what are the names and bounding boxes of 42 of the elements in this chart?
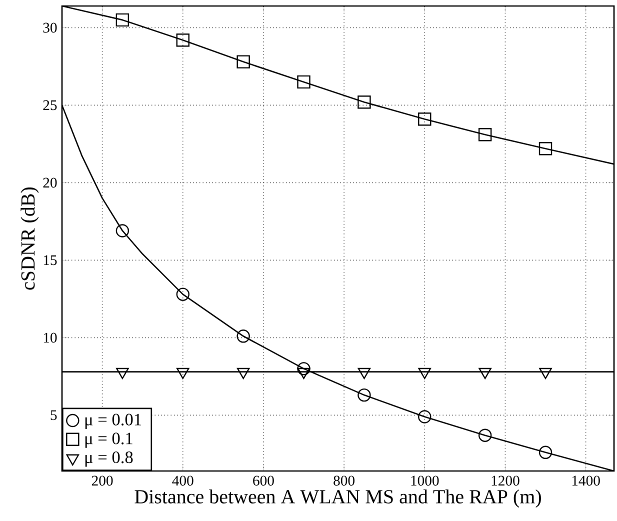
- x-axis-title: Distance between A WLAN MS and The RAP (m): [134, 489, 541, 508]
- y-axis-title: cSDNR (dB): [20, 187, 39, 290]
- point: [478, 368, 492, 380]
- point: [116, 13, 130, 27]
- x-tick-label: 600: [253, 476, 274, 486]
- point: [538, 446, 552, 459]
- point: [358, 388, 371, 402]
- x-tick-label: 1200: [492, 476, 520, 486]
- y-tick-label: 15: [44, 255, 57, 266]
- point: [478, 428, 492, 442]
- x-tick-label: 400: [172, 476, 194, 486]
- point: [116, 224, 130, 238]
- legend-label: μ = 0.01: [85, 414, 142, 429]
- point: [297, 368, 310, 380]
- x-tick-label: 200: [92, 476, 113, 486]
- x-tick-label: 1400: [572, 476, 600, 486]
- point: [418, 112, 432, 126]
- point: [236, 55, 250, 68]
- point: [358, 96, 371, 109]
- y-tick-label: 10: [44, 332, 57, 343]
- point: [358, 368, 371, 380]
- point: [176, 368, 190, 380]
- point: [418, 410, 432, 424]
- point: [478, 128, 492, 142]
- y-tick-label: 5: [50, 410, 57, 420]
- x-tick-label: 800: [334, 476, 354, 486]
- x-tick-label: 1000: [411, 476, 439, 486]
- legend-label: μ = 0.1: [85, 432, 132, 448]
- point: [236, 368, 250, 380]
- point: [116, 368, 129, 380]
- point: [297, 362, 310, 376]
- legend-label: μ = 0.8: [85, 451, 133, 467]
- point: [539, 368, 552, 380]
- point: [236, 330, 250, 343]
- point: [418, 368, 432, 380]
- point: [176, 288, 190, 301]
- point: [176, 33, 190, 47]
- point: [297, 75, 310, 89]
- y-tick-label: 25: [43, 100, 57, 110]
- y-tick-label: 30: [43, 22, 57, 33]
- point: [538, 142, 552, 156]
- y-tick-label: 20: [43, 178, 57, 188]
